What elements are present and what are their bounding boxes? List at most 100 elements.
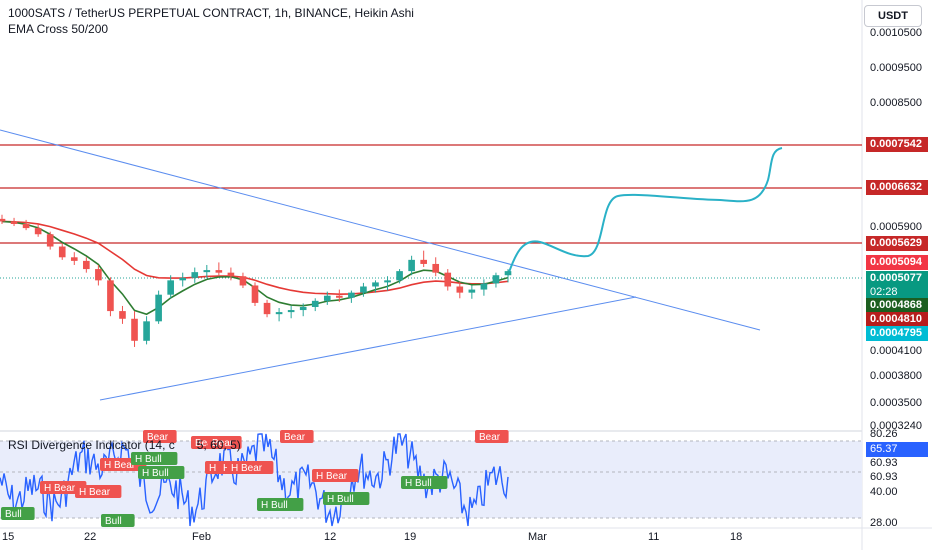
signal-label-bg xyxy=(323,492,370,505)
candle-body xyxy=(251,285,259,303)
price-tick: 0.0003800 xyxy=(870,370,922,382)
candle xyxy=(408,255,415,276)
candle-body xyxy=(311,300,319,307)
candle xyxy=(468,285,476,299)
candle-body xyxy=(0,218,6,222)
signal-label-bg xyxy=(401,476,448,489)
rsi-tick: 40.00 xyxy=(870,486,898,498)
candle-body xyxy=(348,292,355,298)
candle-body xyxy=(468,289,476,293)
candle xyxy=(348,290,355,303)
signal-bear-label: H Bear xyxy=(227,461,274,474)
candle xyxy=(58,243,66,260)
price-tick: 0.0010500 xyxy=(870,27,922,39)
signal-label-bg xyxy=(143,430,177,443)
candle-body xyxy=(444,272,452,287)
candle xyxy=(323,291,331,305)
candle-body xyxy=(360,286,367,293)
candle xyxy=(143,316,150,345)
signal-label-bg xyxy=(280,430,314,443)
price-tag-low: 0.0004795 xyxy=(866,326,928,341)
rsi-value-tag: 65.37 xyxy=(866,442,928,457)
candle xyxy=(444,269,452,291)
candle-body xyxy=(504,271,512,276)
signal-label-text: H Bull xyxy=(135,454,162,465)
signal-label-text: H Bull xyxy=(142,468,169,479)
candle-body xyxy=(10,221,18,224)
candle-body xyxy=(384,280,391,283)
candle-timer: 02:28 xyxy=(866,285,928,300)
candle xyxy=(191,267,199,283)
signal-label-bg xyxy=(131,452,178,465)
candle-body xyxy=(203,270,211,273)
descending-trendline[interactable] xyxy=(0,129,761,331)
price-tag-last: 0.0005077 xyxy=(866,271,928,286)
candle-body xyxy=(34,228,42,235)
candle xyxy=(420,250,427,268)
price-tick: 0.0005900 xyxy=(870,221,922,233)
symbol-title[interactable]: 1000SATS / TetherUS PERPETUAL CONTRACT, … xyxy=(8,6,414,20)
signal-label-text: Bear xyxy=(195,438,217,449)
candle xyxy=(311,298,319,312)
candle-body xyxy=(95,269,102,281)
candle xyxy=(22,219,30,231)
projection-path[interactable] xyxy=(507,147,783,276)
candle-body xyxy=(408,259,415,272)
signal-bear-label: H Bear xyxy=(75,485,122,498)
candle xyxy=(227,267,235,281)
candle-body xyxy=(22,223,30,229)
candle-body xyxy=(107,280,114,312)
time-tick: 15 xyxy=(2,531,15,543)
candle-body xyxy=(131,318,138,341)
signal-label-text: Bull xyxy=(5,509,22,520)
signal-bull-label: H Bull xyxy=(138,466,185,479)
rsi-indicator-label[interactable]: RSI Divergence Indicator (14, c 5, 60, 5) xyxy=(8,438,241,452)
candle-body xyxy=(46,234,54,247)
rsi-tick: 60.93 xyxy=(870,471,898,483)
time-tick: 12 xyxy=(324,531,337,543)
candle-body xyxy=(287,310,295,313)
signal-bear-label: Bear xyxy=(208,436,242,449)
signal-label-bg xyxy=(475,430,509,443)
signal-bear-label: Bear xyxy=(475,430,509,443)
candle-body xyxy=(179,277,187,281)
candle-body xyxy=(492,275,500,284)
signal-label-text: H Bull xyxy=(261,500,288,511)
candle-body xyxy=(263,302,271,315)
signal-bull-label: H Bull xyxy=(323,492,370,505)
price-tag-level: 0.0007542 xyxy=(866,137,928,152)
candle-body xyxy=(215,270,223,273)
currency-selector[interactable]: USDT xyxy=(864,5,922,27)
ascending-trendline[interactable] xyxy=(99,296,637,401)
time-tick: Mar xyxy=(528,531,547,543)
candle-body xyxy=(227,272,235,277)
candle xyxy=(203,264,211,278)
candle xyxy=(287,305,295,319)
candle xyxy=(432,257,440,277)
time-tick: 19 xyxy=(404,531,417,543)
signal-bull-label: H Bull xyxy=(257,498,304,511)
candle xyxy=(396,269,403,284)
signal-label-bg xyxy=(138,466,185,479)
ema200-layer xyxy=(1,220,509,295)
ema200-line xyxy=(1,220,509,295)
ema-indicator-label[interactable]: EMA Cross 50/200 xyxy=(8,22,109,36)
rsi-tick: 80.26 xyxy=(870,428,898,440)
candle xyxy=(167,275,174,299)
candle-body xyxy=(155,294,162,322)
candle-body xyxy=(119,311,126,319)
price-tag-level: 0.0005629 xyxy=(866,236,928,251)
candle xyxy=(119,305,126,324)
signal-label-bg xyxy=(312,469,359,482)
candle xyxy=(107,277,114,317)
candle xyxy=(215,262,223,277)
candle xyxy=(46,231,54,250)
price-tick: 0.0004100 xyxy=(870,345,922,357)
candle-body xyxy=(191,272,199,278)
signal-label-text: H Bear xyxy=(316,471,348,482)
candle xyxy=(336,289,343,302)
signal-bear-label: Bear xyxy=(143,430,177,443)
candle-body xyxy=(456,286,464,293)
candle xyxy=(275,308,283,322)
